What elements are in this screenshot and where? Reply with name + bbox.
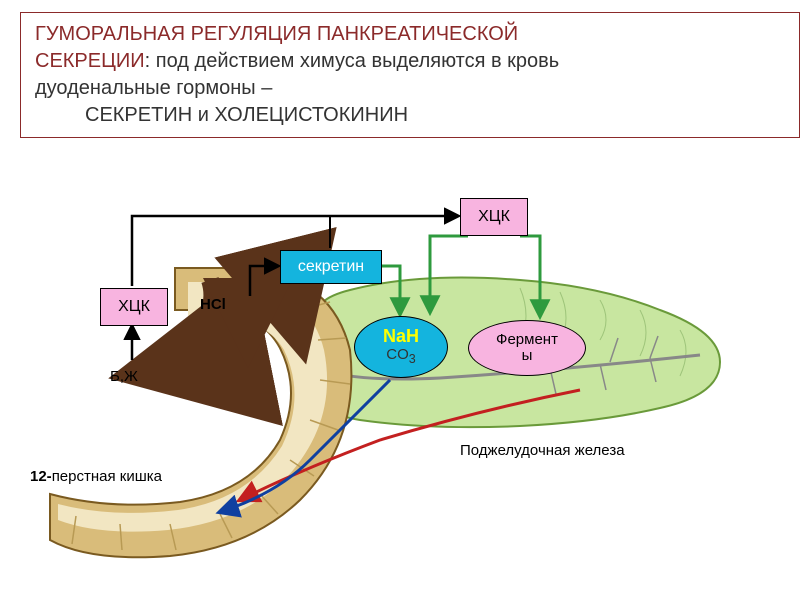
- arrow-hck-to-enzymes: [520, 236, 540, 316]
- arrow-hck-to-nahco3: [430, 236, 468, 312]
- enzymes-bot: ы: [522, 348, 533, 365]
- pancreas-label: Поджелудочная железа: [460, 442, 625, 459]
- nahco3-top: NaH: [383, 327, 419, 347]
- title-line3: дуоденальные гормоны –: [35, 77, 272, 99]
- hck-left-label: ХЦК: [118, 298, 150, 316]
- title-emph-1: ГУМОРАЛЬНАЯ РЕГУЛЯЦИЯ ПАНКРЕАТИЧЕСКОЙ: [35, 23, 518, 45]
- title-plain-2: : под действием химуса выделяются в кров…: [145, 50, 560, 72]
- hcl-label: HCl: [200, 296, 226, 313]
- duodenum-ridges: [72, 302, 350, 550]
- arrow-nahco3-flow: [220, 380, 390, 512]
- secretin-label: секретин: [298, 258, 364, 276]
- enzymes-top: Фермент: [496, 332, 558, 349]
- secretin-box: секретин: [280, 250, 382, 284]
- enzymes-ellipse: Фермент ы: [468, 320, 586, 376]
- nahco3-sub: 3: [409, 352, 416, 366]
- hck-right-label: ХЦК: [478, 208, 510, 226]
- duodenum-label-a: 12-: [30, 468, 52, 485]
- nahco3-ellipse: NaH CO3: [354, 316, 448, 378]
- arrow-to-secretin: [250, 266, 278, 296]
- nahco3-bot: CO: [386, 346, 409, 363]
- duodenum-lumen: [58, 282, 327, 532]
- title-emph-2: СЕКРЕЦИИ: [35, 50, 145, 72]
- hck-right-box: ХЦК: [460, 198, 528, 236]
- duodenum-label: 12-перстная кишка: [30, 468, 162, 485]
- hck-left-box: ХЦК: [100, 288, 168, 326]
- duodenum-label-b: перстная кишка: [52, 468, 162, 485]
- title-box: ГУМОРАЛЬНАЯ РЕГУЛЯЦИЯ ПАНКРЕАТИЧЕСКОЙ СЕ…: [20, 12, 800, 138]
- bzh-label: Б,Ж: [110, 368, 138, 385]
- title-line4: СЕКРЕТИН и ХОЛЕЦИСТОКИНИН: [85, 104, 408, 126]
- arrow-secretin-to-nahco3: [382, 266, 400, 314]
